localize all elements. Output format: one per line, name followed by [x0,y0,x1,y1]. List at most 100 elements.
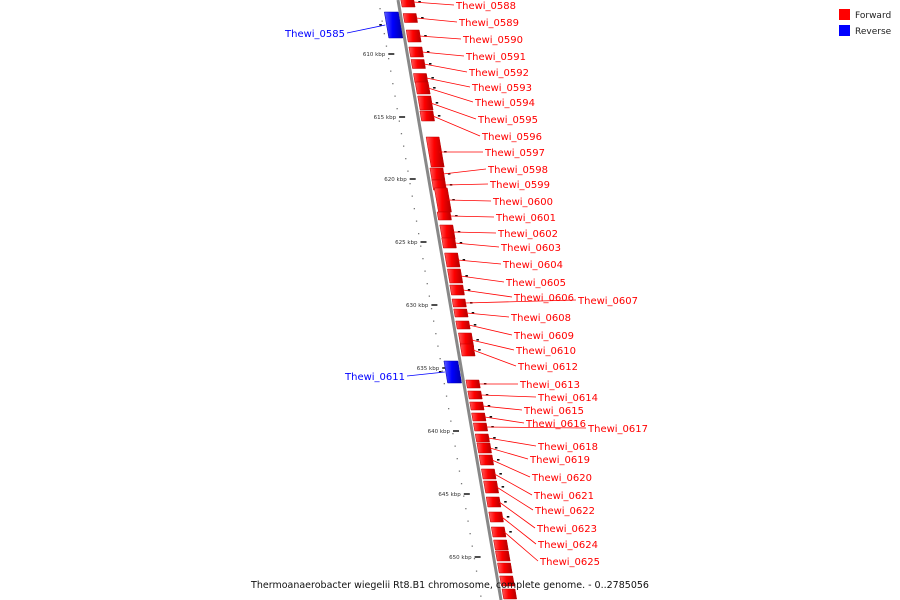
gene-label[interactable]: Thewi_0618 [537,442,598,453]
gene-label[interactable]: Thewi_0609 [513,331,574,342]
gene-block[interactable] [451,298,467,308]
gene-block[interactable] [471,412,487,422]
legend-label-reverse: Reverse [855,27,892,37]
gene-label[interactable]: Thewi_0615 [523,406,584,417]
gene-label[interactable]: Thewi_0600 [492,197,553,208]
gene-block[interactable] [501,588,517,600]
gene-label[interactable]: Thewi_0607 [577,296,638,307]
gene-block[interactable] [425,136,445,168]
gene-block[interactable] [405,29,422,43]
gene-block[interactable] [413,73,429,83]
gene-label[interactable]: Thewi_0610 [515,346,576,357]
gene-label[interactable]: Thewi_0602 [497,229,558,240]
gene-block[interactable] [481,468,497,480]
strand-marker [471,312,475,314]
gene-label[interactable]: Thewi_0598 [487,165,548,176]
gene-label[interactable]: Thewi_0625 [539,557,600,568]
minor-tick-dot [422,258,424,260]
gene-label[interactable]: Thewi_0595 [477,115,538,126]
gene-block[interactable] [444,252,461,268]
gene-label[interactable]: Thewi_0597 [484,148,545,159]
gene-block[interactable] [455,320,471,330]
gene-block[interactable] [473,422,488,432]
gene-block[interactable] [449,284,465,296]
strand-marker [473,324,477,326]
gene-label[interactable]: Thewi_0585 [284,29,345,40]
gene-label[interactable]: Thewi_0588 [455,1,516,12]
leader-line [462,289,513,298]
gene-block[interactable] [478,454,494,466]
gene-block[interactable] [402,13,418,23]
minor-tick-dot [448,408,450,410]
gene-block[interactable] [493,539,509,551]
gene-block[interactable] [447,268,464,284]
gene-block[interactable] [469,401,485,411]
gene-label[interactable]: Thewi_0603 [500,243,561,254]
gene-block[interactable] [439,224,456,240]
gene-block[interactable] [476,442,492,454]
gene-block[interactable] [443,360,462,384]
gene-label[interactable]: Thewi_0619 [529,455,590,466]
gene-label[interactable]: Thewi_0605 [505,278,566,289]
gene-label[interactable]: Thewi_0608 [510,313,571,324]
gene-label[interactable]: Thewi_0617 [587,424,648,435]
gene-label[interactable]: Thewi_0593 [471,83,532,94]
gene-block[interactable] [497,562,513,574]
gene-label[interactable]: Thewi_0601 [495,213,556,224]
gene-label[interactable]: Thewi_0591 [465,52,526,63]
gene-block[interactable] [408,46,424,58]
gene-label[interactable]: Thewi_0589 [458,18,519,29]
gene-block[interactable] [499,575,515,587]
minor-tick-dot [394,95,396,97]
gene-block[interactable] [417,95,434,111]
gene-block[interactable] [400,0,416,8]
gene-label[interactable]: Thewi_0596 [481,132,542,143]
gene-block[interactable] [474,433,490,443]
minor-tick-dot [469,533,471,535]
gene-block[interactable] [410,59,426,69]
gene-label[interactable]: Thewi_0611 [344,372,405,383]
gene-block[interactable] [467,390,483,400]
gene-block[interactable] [483,480,499,494]
leader-line [471,339,515,351]
gene-label[interactable]: Thewi_0612 [517,362,578,373]
gene-label[interactable]: Thewi_0624 [537,540,598,551]
gene-label[interactable]: Thewi_0599 [489,180,550,191]
gene-block[interactable] [465,379,481,389]
minor-tick-dot [471,545,473,547]
gene-block[interactable] [491,526,507,538]
gene-block[interactable] [453,308,469,318]
gene-label[interactable]: Thewi_0590 [462,35,523,46]
gene-label[interactable]: Thewi_0604 [502,260,563,271]
minor-tick-dot [424,270,426,272]
gene-label[interactable]: Thewi_0616 [525,419,586,430]
gene-label[interactable]: Thewi_0594 [474,98,535,109]
minor-tick-dot [411,195,413,197]
minor-tick-dot [405,158,407,160]
gene-label[interactable]: Thewi_0613 [519,380,580,391]
leader-line [454,242,500,248]
gene-block[interactable] [434,187,452,213]
gene-label[interactable]: Thewi_0623 [536,524,597,535]
gene-block[interactable] [485,496,502,508]
leader-line [468,324,513,336]
gene-block[interactable] [384,11,404,39]
gene-block[interactable] [414,81,431,95]
gene-block[interactable] [441,237,457,249]
gene-label[interactable]: Thewi_0622 [534,506,595,517]
gene-block[interactable] [419,110,435,122]
gene-block[interactable] [459,343,476,357]
gene-label[interactable]: Thewi_0621 [533,491,594,502]
gene-block[interactable] [488,511,504,523]
leader-line [406,371,445,377]
gene-label[interactable]: Thewi_0620 [531,473,592,484]
gene-label[interactable]: Thewi_0606 [513,293,574,304]
tick-label: 610 kbp [363,52,386,58]
gene-label[interactable]: Thewi_0614 [537,393,598,404]
gene-block[interactable] [429,167,446,181]
minor-tick-dot [388,58,390,60]
gene-label[interactable]: Thewi_0592 [468,68,529,79]
strand-marker [501,486,505,488]
gene-block[interactable] [436,211,452,221]
gene-block[interactable] [495,550,511,562]
